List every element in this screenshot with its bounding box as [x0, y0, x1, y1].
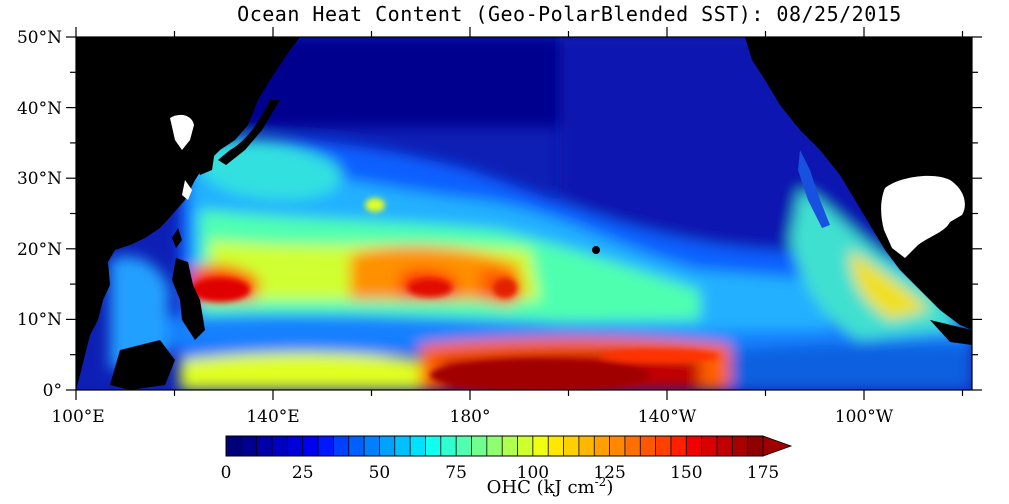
colorbar-swatch [686, 436, 703, 456]
colorbar-swatch [425, 436, 442, 456]
asia-landmass [76, 37, 300, 390]
colorbar-label-exponent: -2 [594, 475, 607, 489]
colorbar-tick-label: 25 [292, 463, 314, 483]
colorbar-swatch [241, 436, 258, 456]
ohc-field [76, 37, 972, 390]
colorbar-swatch [609, 436, 626, 456]
taiwan-island [172, 228, 182, 248]
colorbar-label-main: OHC (kJ cm [486, 477, 595, 498]
colorbar-swatch [379, 436, 396, 456]
colorbar-tick-label: 0 [221, 463, 232, 483]
colorbar-swatch [594, 436, 610, 456]
map-title: Ocean Heat Content (Geo-PolarBlended SST… [237, 2, 902, 26]
colorbar-swatch [394, 436, 411, 456]
colorbar-swatch [532, 436, 549, 456]
colorbar-swatch [471, 436, 488, 456]
lat-label-10n: 10°N [17, 310, 62, 330]
colorbar-swatch [410, 436, 426, 456]
lat-label-30n: 30°N [17, 169, 62, 189]
colorbar-tick-label: 50 [369, 463, 391, 483]
lat-ticks [66, 36, 982, 391]
colorbar-swatch [701, 436, 718, 456]
lat-labels: 0° 10°N 20°N 30°N 40°N 50°N [17, 28, 62, 401]
colorbar-swatch [624, 436, 641, 456]
colorbar-swatch [287, 436, 304, 456]
borneo-island [110, 340, 175, 390]
lon-label-100w: 100°W [835, 407, 894, 427]
colorbar-swatch [747, 436, 764, 456]
colorbar-swatch [486, 436, 503, 456]
gulf-of-mexico-mask [881, 175, 965, 258]
lat-label-20n: 20°N [17, 240, 62, 260]
colorbar-swatch [256, 436, 273, 456]
colorbar-tick-label: 125 [593, 463, 625, 483]
lon-labels: 100°E 140°E 180° 140°W 100°W [51, 407, 893, 427]
colorbar-swatch [348, 436, 365, 456]
colorbar-swatch [670, 436, 687, 456]
colorbar-tick-label: 150 [670, 463, 702, 483]
ohc-hot-spots [190, 198, 720, 390]
land-masses [76, 37, 972, 390]
lon-label-100e: 100°E [51, 407, 104, 427]
colorbar-swatch [548, 436, 564, 456]
colorbar-tick-label: 75 [445, 463, 467, 483]
japan-island [218, 100, 280, 165]
colorbar-swatch [578, 436, 595, 456]
lon-label-140e: 140°E [246, 407, 299, 427]
colorbar-swatch [333, 436, 350, 456]
lon-label-180: 180° [450, 407, 491, 427]
colorbar-label-close: ) [606, 477, 614, 498]
lat-label-50n: 50°N [17, 28, 62, 48]
lon-label-140w: 140°W [638, 407, 697, 427]
north-america-landmass [745, 37, 972, 330]
philippines-islands [172, 258, 205, 340]
colorbar-swatch [318, 436, 334, 456]
gulf-of-california [798, 150, 830, 228]
lat-label-0: 0° [43, 381, 62, 401]
colorbar-swatch [456, 436, 472, 456]
colorbar-swatch [364, 436, 380, 456]
colorbar-arrow [762, 435, 793, 457]
colorbar [225, 435, 793, 457]
colorbar-frame [225, 435, 764, 457]
colorbar-swatch [440, 436, 457, 456]
masked-water [170, 114, 965, 258]
hawaii-islands [592, 246, 600, 254]
colorbar-swatch [272, 436, 288, 456]
lon-ticks [75, 27, 964, 400]
colorbar-swatch [226, 436, 242, 456]
sea-of-japan-mask [170, 114, 194, 150]
colorbar-swatch [563, 436, 580, 456]
colorbar-tick-label: 175 [747, 463, 779, 483]
colorbar-tick-label: 100 [517, 463, 549, 483]
colorbar-label: OHC (kJ cm-2) [400, 475, 700, 498]
colorbar-swatch [655, 436, 672, 456]
colorbar-swatch [732, 436, 749, 456]
korea-peninsula [195, 140, 215, 175]
colorbar-swatch [517, 436, 534, 456]
colorbar-swatch [502, 436, 518, 456]
colorbar-tick-labels: 0 25 50 75 100 125 150 175 [221, 463, 780, 483]
lat-label-40n: 40°N [17, 99, 62, 119]
colorbar-swatch [302, 436, 319, 456]
colorbar-swatch [640, 436, 656, 456]
colorbar-swatch [716, 436, 733, 456]
